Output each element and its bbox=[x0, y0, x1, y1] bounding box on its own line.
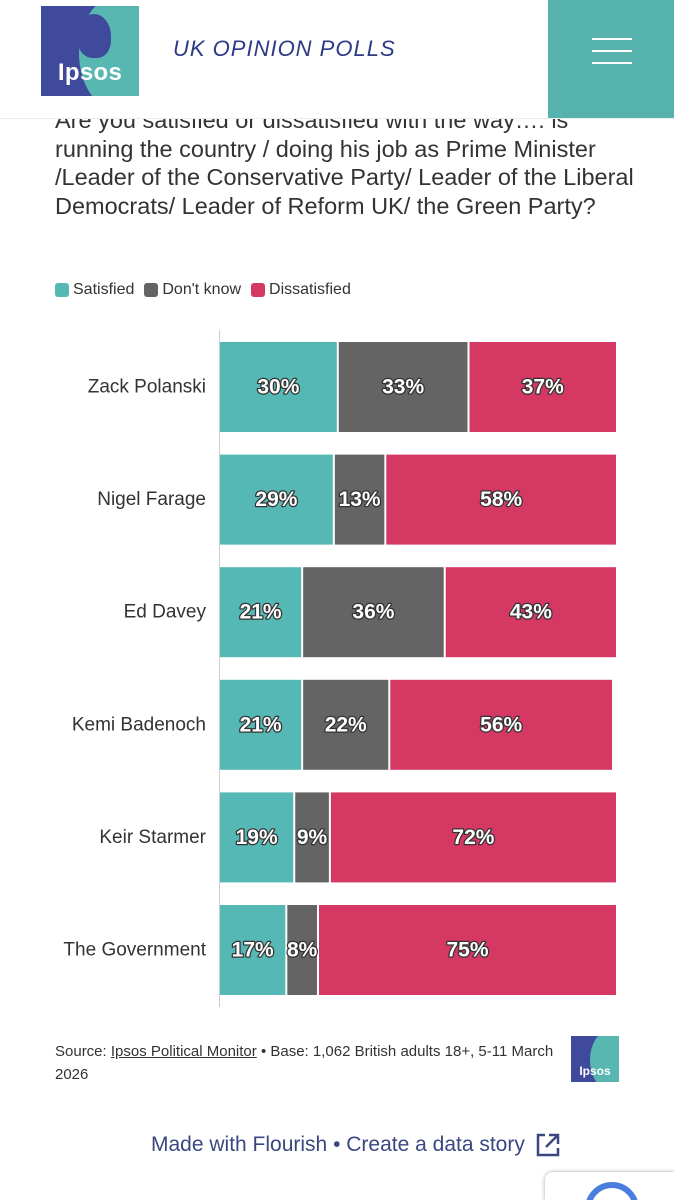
data-label: 58% bbox=[480, 488, 522, 511]
bar-segment-dissatisfied[interactable] bbox=[469, 342, 616, 432]
category-label: Nigel Farage bbox=[97, 489, 206, 510]
category-label: Ed Davey bbox=[124, 602, 207, 623]
bar-segment-satisfied[interactable] bbox=[220, 792, 294, 883]
ipsos-small-logo[interactable]: Ipsos bbox=[571, 1036, 619, 1082]
bar-segment-satisfied[interactable] bbox=[220, 454, 333, 545]
legend-label: Don't know bbox=[162, 281, 242, 298]
source-details: • Base: 1,062 British adults 18+, 5-11 M… bbox=[55, 1043, 554, 1083]
recaptcha-icon bbox=[585, 1182, 639, 1200]
legend-swatch bbox=[144, 283, 159, 297]
data-label: 22% bbox=[325, 713, 367, 736]
bar-segment-don-t-know[interactable] bbox=[303, 679, 389, 770]
flourish-credit-text: Made with Flourish • Create a data story bbox=[151, 1133, 525, 1156]
site-title[interactable]: UK OPINION POLLS bbox=[173, 36, 396, 61]
category-label: Zack Polanski bbox=[88, 377, 206, 398]
data-label: 43% bbox=[510, 601, 552, 624]
external-link-icon bbox=[536, 1133, 560, 1157]
data-label: 9% bbox=[297, 826, 328, 849]
source-note: Source: Ipsos Political Monitor • Base: … bbox=[55, 1040, 560, 1086]
logo-head-shape bbox=[77, 14, 111, 58]
legend-item-satisfied[interactable]: Satisfied bbox=[55, 281, 134, 299]
flourish-credit-link[interactable]: Made with Flourish • Create a data story bbox=[151, 1132, 561, 1158]
ipsos-logo[interactable]: Ipsos bbox=[41, 6, 139, 96]
source-prefix: Source: bbox=[55, 1043, 111, 1060]
menu-button[interactable] bbox=[548, 0, 674, 118]
bar-segment-satisfied[interactable] bbox=[220, 342, 337, 432]
category-label: Keir Starmer bbox=[99, 827, 206, 848]
bar-segment-don-t-know[interactable] bbox=[334, 454, 385, 545]
legend-label: Dissatisfied bbox=[269, 281, 351, 298]
bar-segment-don-t-know[interactable] bbox=[338, 342, 468, 432]
data-label: 17% bbox=[232, 939, 274, 962]
bar-segment-don-t-know[interactable] bbox=[295, 792, 329, 883]
legend-item-dissatisfied[interactable]: Dissatisfied bbox=[251, 281, 351, 299]
recaptcha-badge[interactable] bbox=[545, 1172, 674, 1200]
category-label: The Government bbox=[63, 940, 206, 961]
source-link[interactable]: Ipsos Political Monitor bbox=[110, 1043, 257, 1060]
data-label: 8% bbox=[287, 939, 318, 962]
bar-segment-satisfied[interactable] bbox=[220, 905, 286, 995]
data-label: 37% bbox=[522, 376, 564, 399]
data-label: 21% bbox=[240, 713, 282, 736]
legend-swatch bbox=[251, 283, 266, 297]
data-label: 19% bbox=[236, 826, 278, 849]
bar-segment-satisfied[interactable] bbox=[220, 567, 302, 658]
bar-segment-dissatisfied[interactable] bbox=[445, 567, 616, 658]
small-logo-wave-shape bbox=[590, 1036, 619, 1082]
data-label: 30% bbox=[257, 376, 299, 399]
data-label: 13% bbox=[339, 488, 381, 511]
data-label: 29% bbox=[255, 488, 297, 511]
bar-segment-dissatisfied[interactable] bbox=[330, 792, 616, 883]
small-logo-text: Ipsos bbox=[579, 1064, 611, 1078]
legend-item-dont-know[interactable]: Don't know bbox=[144, 281, 241, 299]
stacked-bar-chart: Zack Polanski 30% 33% 37% Nigel Farage 29% 13%… bbox=[63, 330, 616, 1007]
bar-segment-dissatisfied[interactable] bbox=[319, 905, 616, 995]
bar-segment-don-t-know[interactable] bbox=[303, 567, 444, 658]
hamburger-menu-icon bbox=[592, 38, 632, 40]
legend-label: Satisfied bbox=[73, 281, 135, 298]
category-label: Kemi Badenoch bbox=[72, 714, 206, 735]
bar-segment-satisfied[interactable] bbox=[220, 679, 302, 770]
chart-legend: Satisfied Don't know Dissatisfied bbox=[55, 279, 361, 301]
data-label: 21% bbox=[240, 601, 282, 624]
data-label: 72% bbox=[452, 826, 494, 849]
data-label: 56% bbox=[480, 713, 522, 736]
data-label: 36% bbox=[352, 601, 394, 624]
site-header: Ipsos UK OPINION POLLS bbox=[0, 0, 674, 119]
bar-segment-dissatisfied[interactable] bbox=[386, 454, 616, 545]
chart-question: Are you satisfied or dissatisfied with t… bbox=[55, 107, 634, 219]
legend-swatch bbox=[55, 283, 69, 297]
data-label: 33% bbox=[382, 376, 424, 399]
logo-text: Ipsos bbox=[57, 59, 123, 86]
hamburger-menu-icon-bar bbox=[592, 50, 632, 52]
bar-segment-don-t-know[interactable] bbox=[287, 905, 317, 995]
hamburger-menu-icon-bar bbox=[592, 62, 632, 64]
data-label: 75% bbox=[446, 939, 488, 962]
bar-segment-dissatisfied[interactable] bbox=[390, 679, 613, 770]
